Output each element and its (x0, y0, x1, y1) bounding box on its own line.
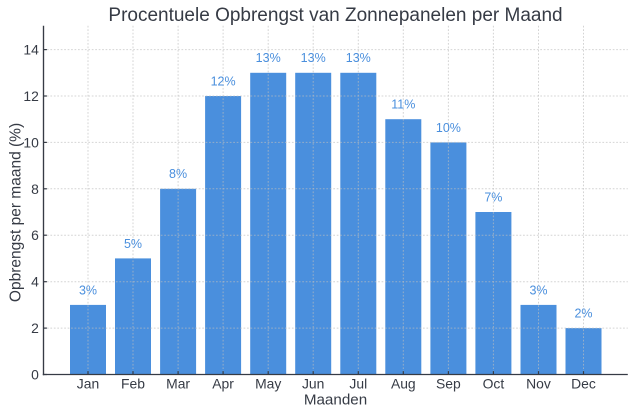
svg-text:2%: 2% (574, 307, 592, 321)
svg-text:5%: 5% (124, 237, 142, 251)
svg-text:May: May (255, 375, 281, 391)
svg-text:Procentuele Opbrengst van Zonn: Procentuele Opbrengst van Zonnepanelen p… (108, 5, 562, 26)
svg-text:13%: 13% (346, 51, 371, 65)
svg-text:Mar: Mar (166, 375, 190, 391)
svg-text:0: 0 (31, 367, 39, 383)
svg-text:10%: 10% (436, 121, 461, 135)
svg-text:8%: 8% (169, 167, 187, 181)
svg-text:13%: 13% (301, 51, 326, 65)
svg-text:Jan: Jan (77, 375, 99, 391)
svg-text:11%: 11% (391, 98, 415, 112)
svg-text:12%: 12% (211, 74, 236, 88)
svg-text:Maanden: Maanden (304, 392, 367, 409)
svg-text:Opbrengst per maand (%): Opbrengst per maand (%) (8, 123, 25, 302)
svg-text:14: 14 (23, 42, 39, 58)
svg-text:12: 12 (23, 88, 39, 104)
svg-text:Aug: Aug (391, 375, 416, 391)
svg-text:Jul: Jul (349, 375, 367, 391)
svg-text:Apr: Apr (212, 375, 234, 391)
svg-text:13%: 13% (256, 51, 281, 65)
svg-text:Jun: Jun (302, 375, 324, 391)
svg-text:Feb: Feb (121, 375, 145, 391)
svg-text:4: 4 (31, 274, 39, 290)
svg-text:7%: 7% (484, 190, 502, 204)
svg-text:8: 8 (31, 181, 39, 197)
svg-text:3%: 3% (79, 283, 97, 297)
svg-text:3%: 3% (529, 283, 547, 297)
svg-text:Nov: Nov (526, 375, 551, 391)
svg-text:Dec: Dec (571, 375, 596, 391)
svg-text:Oct: Oct (483, 375, 505, 391)
svg-text:6: 6 (31, 227, 39, 243)
svg-text:10: 10 (23, 134, 39, 150)
svg-text:2: 2 (31, 320, 39, 336)
svg-text:Sep: Sep (436, 375, 461, 391)
